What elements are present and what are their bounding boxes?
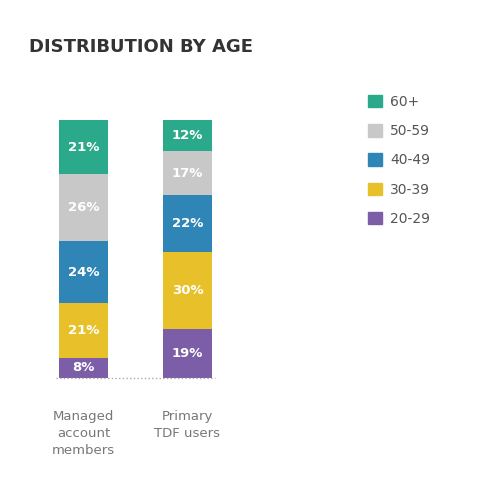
Bar [163, 151, 212, 195]
Text: 24%: 24% [68, 266, 99, 279]
Bar [60, 358, 108, 378]
Text: 26%: 26% [68, 202, 99, 215]
Bar [163, 252, 212, 329]
Text: DISTRIBUTION BY AGE: DISTRIBUTION BY AGE [29, 38, 253, 56]
Text: 21%: 21% [68, 141, 99, 154]
Bar [60, 174, 108, 241]
Legend: 60+, 50-59, 40-49, 30-39, 20-29: 60+, 50-59, 40-49, 30-39, 20-29 [368, 95, 430, 226]
Bar [60, 241, 108, 303]
Bar [163, 329, 212, 378]
Text: 19%: 19% [172, 347, 203, 360]
Text: 17%: 17% [172, 167, 203, 180]
Bar [60, 120, 108, 174]
Text: 30%: 30% [172, 284, 203, 297]
Text: 12%: 12% [172, 129, 203, 142]
Bar [163, 120, 212, 151]
Text: 21%: 21% [68, 324, 99, 337]
Bar [60, 303, 108, 358]
Text: 22%: 22% [172, 217, 203, 230]
Bar [163, 195, 212, 252]
Text: 8%: 8% [72, 361, 95, 374]
